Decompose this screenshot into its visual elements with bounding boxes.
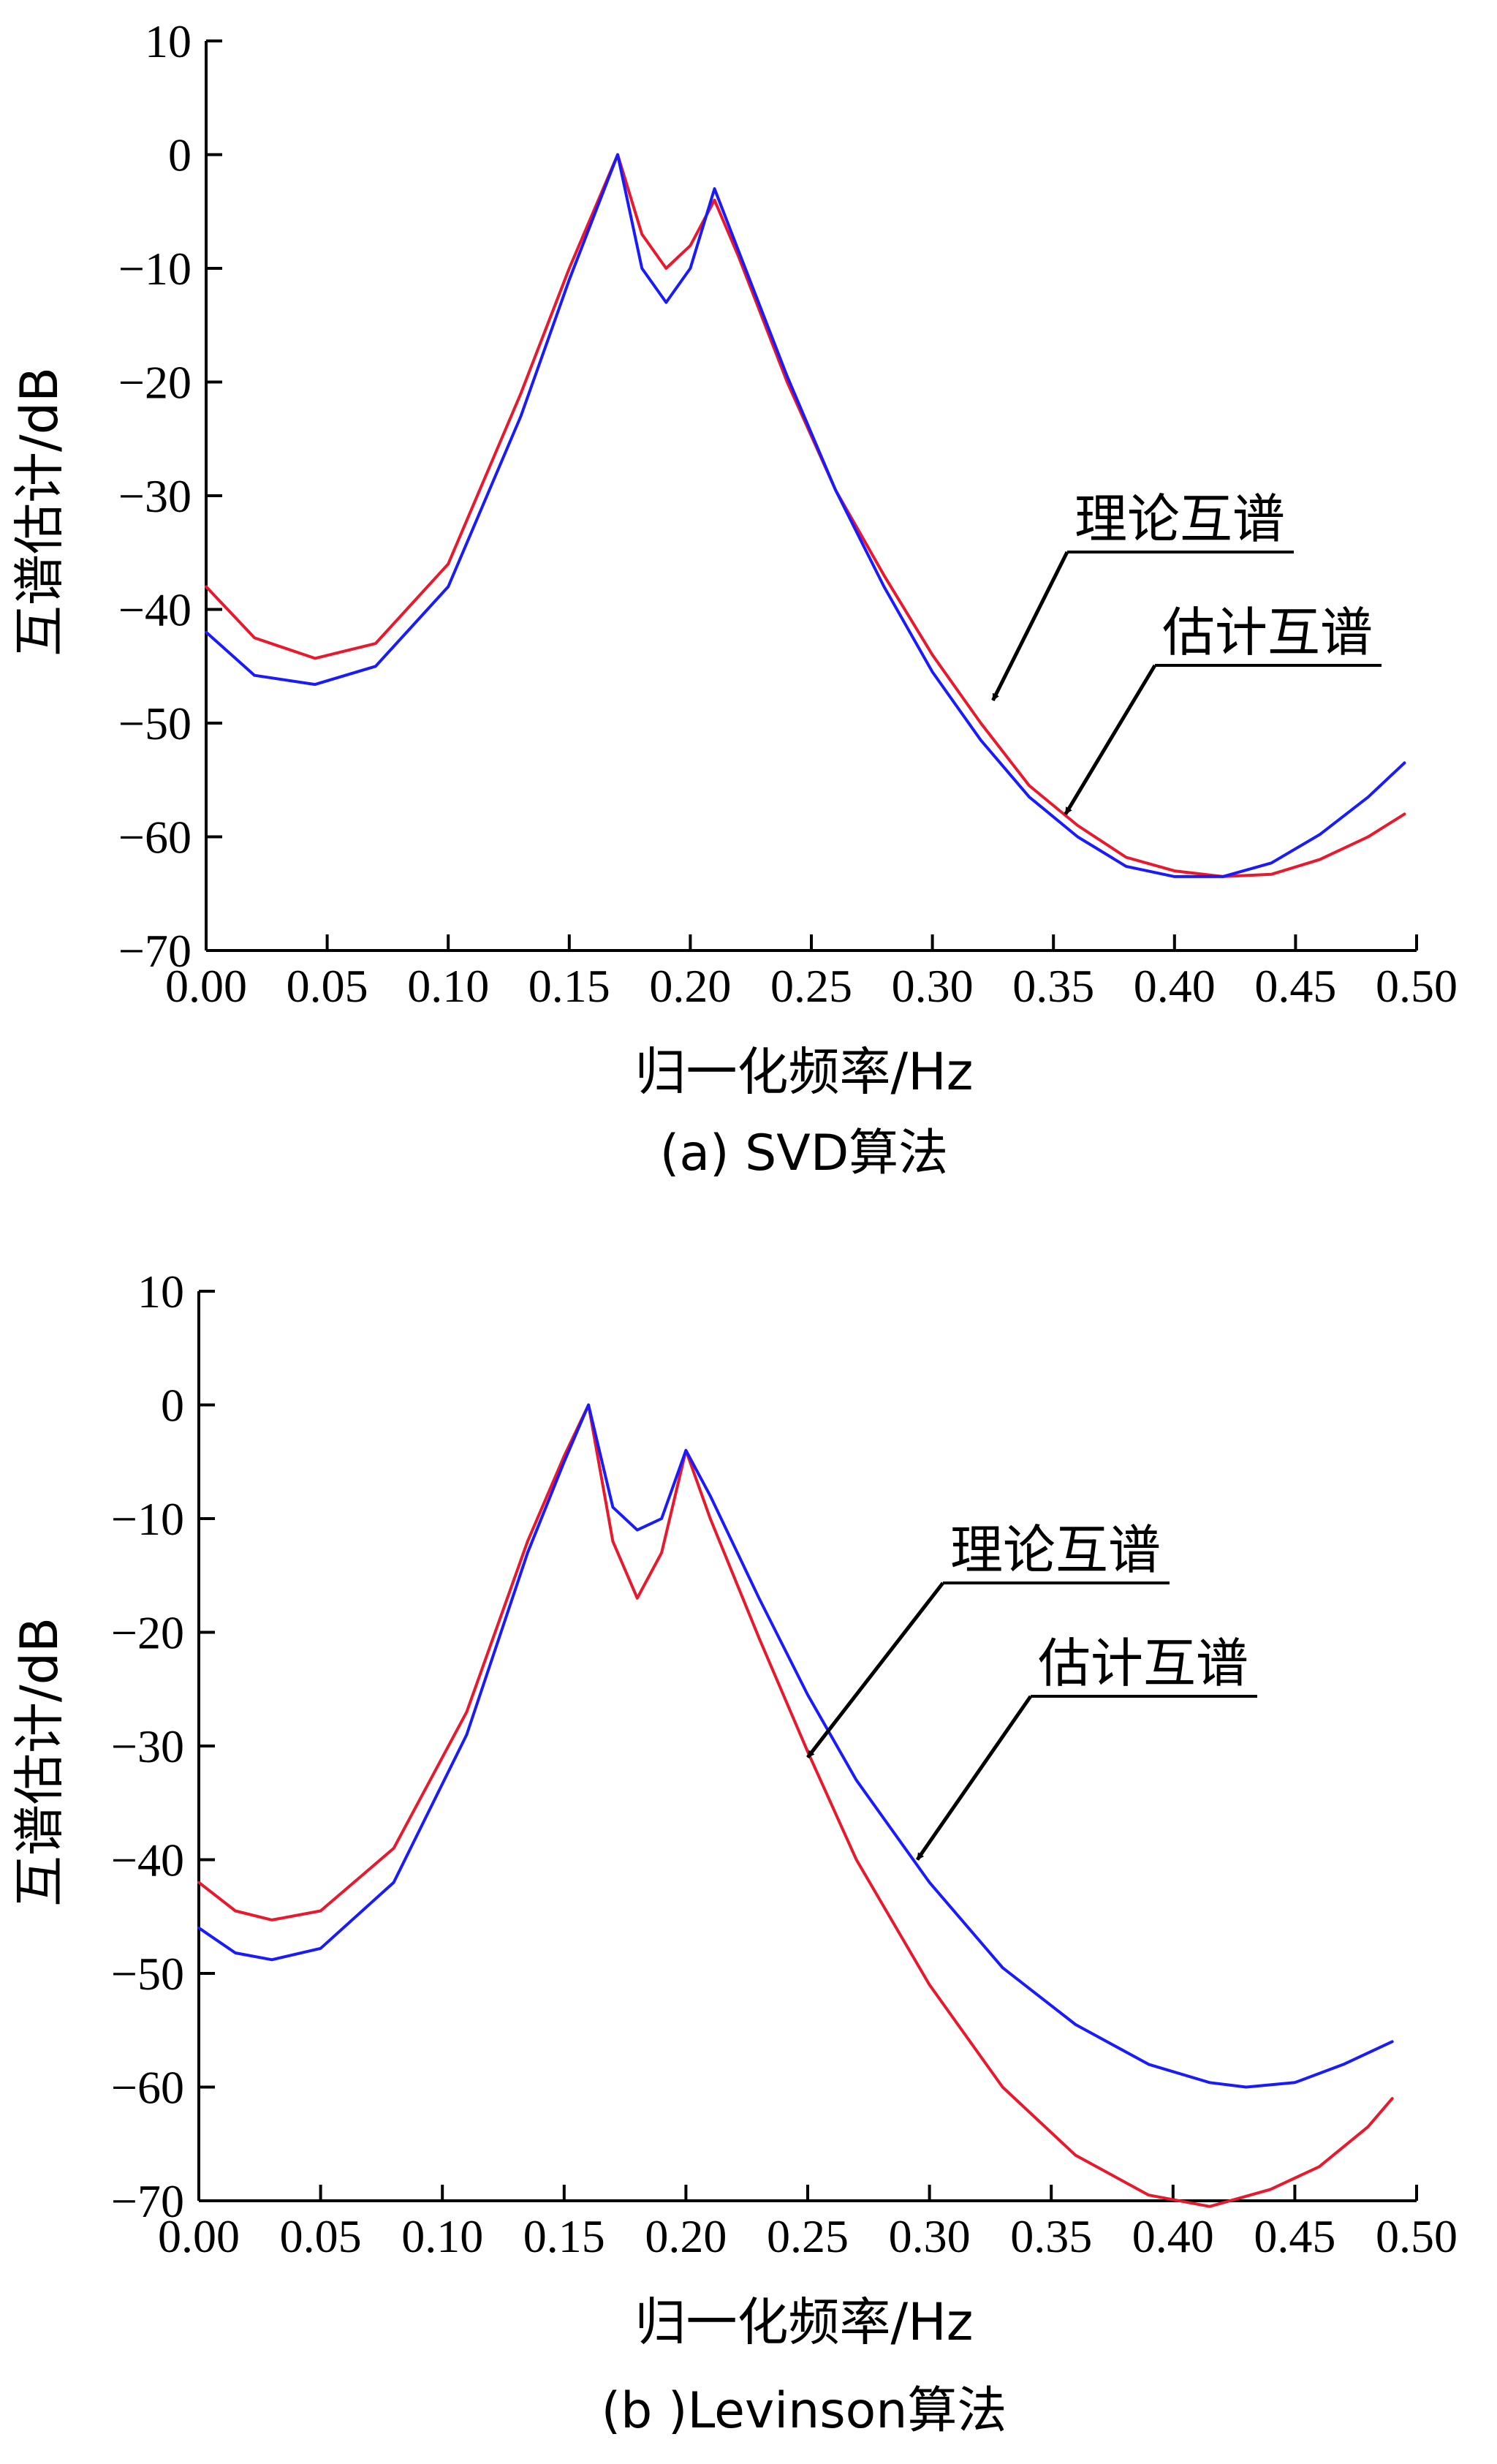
annotation-label: 估计互谱 bbox=[1162, 602, 1373, 663]
x-tick-label: 0.45 bbox=[1254, 960, 1336, 1012]
panel-a: 10 0 −10 −20 −30 −40 −50 −60 −700.00 0.05 0.10 0.15… bbox=[10, 15, 1458, 1182]
y-tick-label: 10 bbox=[145, 15, 192, 67]
x-tick-label: 0.00 bbox=[158, 2210, 240, 2262]
y-tick-label: −20 bbox=[111, 1607, 184, 1659]
x-tick-label: 0.20 bbox=[649, 960, 731, 1012]
x-tick-label: 0.40 bbox=[1134, 960, 1216, 1012]
x-tick-label: 0.10 bbox=[407, 960, 489, 1012]
x-tick-label: 0.30 bbox=[892, 960, 974, 1012]
x-tick-label: 0.30 bbox=[889, 2210, 971, 2262]
y-tick-label: 10 bbox=[137, 1266, 184, 1318]
panel-b-axes: 10 0 −10 −20 −30 −40 −50 −60 −700.00 0.05 0.10 0.15… bbox=[111, 1266, 1458, 2262]
panel-b: 10 0 −10 −20 −30 −40 −50 −60 −700.00 0.05 0.10 0.15… bbox=[10, 1266, 1458, 2440]
y-tick-label: −40 bbox=[111, 1834, 184, 1886]
y-tick-label: −70 bbox=[118, 925, 192, 977]
panel-b-caption: (b )Levinson算法 bbox=[602, 2382, 1007, 2440]
y-tick-label: −10 bbox=[111, 1493, 184, 1545]
series-line-theory bbox=[205, 153, 1406, 878]
x-tick-label: 0.20 bbox=[645, 2210, 727, 2262]
x-tick-label: 0.05 bbox=[280, 2210, 362, 2262]
annotation-arrow bbox=[915, 1695, 1033, 1861]
y-tick-label: −50 bbox=[118, 698, 192, 749]
x-tick-label: 0.25 bbox=[770, 960, 852, 1012]
x-tick-label: 0.10 bbox=[401, 2210, 483, 2262]
series-line-estimate bbox=[197, 1403, 1394, 2089]
series-line-estimate bbox=[205, 153, 1406, 878]
panel-b-series bbox=[197, 1403, 1394, 2208]
x-tick-label: 0.50 bbox=[1376, 2210, 1458, 2262]
panel-a-xlabel: 归一化频率/Hz bbox=[635, 1042, 974, 1102]
annotation-arrow bbox=[991, 551, 1069, 702]
panel-a-axes: 10 0 −10 −20 −30 −40 −50 −60 −700.00 0.05 0.10 0.15… bbox=[118, 15, 1458, 1012]
panel-b-ylabel: 互谱估计/dB bbox=[10, 1617, 69, 1907]
x-tick-label: 0.35 bbox=[1012, 960, 1094, 1012]
x-tick-label: 0.15 bbox=[528, 960, 610, 1012]
y-tick-label: −60 bbox=[118, 812, 192, 863]
y-tick-label: −20 bbox=[118, 357, 192, 409]
y-tick-label: 0 bbox=[161, 1380, 184, 1432]
x-tick-label: 0.45 bbox=[1254, 2210, 1335, 2262]
y-tick-label: −30 bbox=[118, 470, 192, 522]
y-tick-label: −40 bbox=[118, 584, 192, 636]
panel-a-caption: (a) SVD算法 bbox=[660, 1125, 948, 1182]
annotation-label: 理论互谱 bbox=[1075, 488, 1285, 550]
y-tick-label: −30 bbox=[111, 1720, 184, 1772]
x-tick-label: 0.25 bbox=[767, 2210, 849, 2262]
annotation-label: 理论互谱 bbox=[950, 1519, 1161, 1581]
y-tick-label: −70 bbox=[111, 2175, 184, 2227]
x-tick-label: 0.35 bbox=[1010, 2210, 1092, 2262]
annotation-arrow bbox=[806, 1581, 944, 1759]
x-tick-label: 0.15 bbox=[523, 2210, 605, 2262]
series-line-theory bbox=[197, 1403, 1394, 2208]
annotation-arrow bbox=[1064, 664, 1157, 815]
panel-a-ylabel: 互谱估计/dB bbox=[10, 367, 69, 657]
y-tick-label: 0 bbox=[168, 129, 192, 181]
y-tick-label: −60 bbox=[111, 2062, 184, 2114]
y-tick-label: −50 bbox=[111, 1948, 184, 2000]
x-tick-label: 0.00 bbox=[165, 960, 247, 1012]
x-tick-label: 0.40 bbox=[1132, 2210, 1214, 2262]
x-tick-label: 0.05 bbox=[287, 960, 368, 1012]
x-tick-label: 0.50 bbox=[1376, 960, 1458, 1012]
panel-a-series bbox=[205, 153, 1406, 878]
panel-b-xlabel: 归一化频率/Hz bbox=[635, 2292, 974, 2352]
y-tick-label: −10 bbox=[118, 243, 192, 295]
annotation-label: 估计互谱 bbox=[1038, 1633, 1248, 1694]
